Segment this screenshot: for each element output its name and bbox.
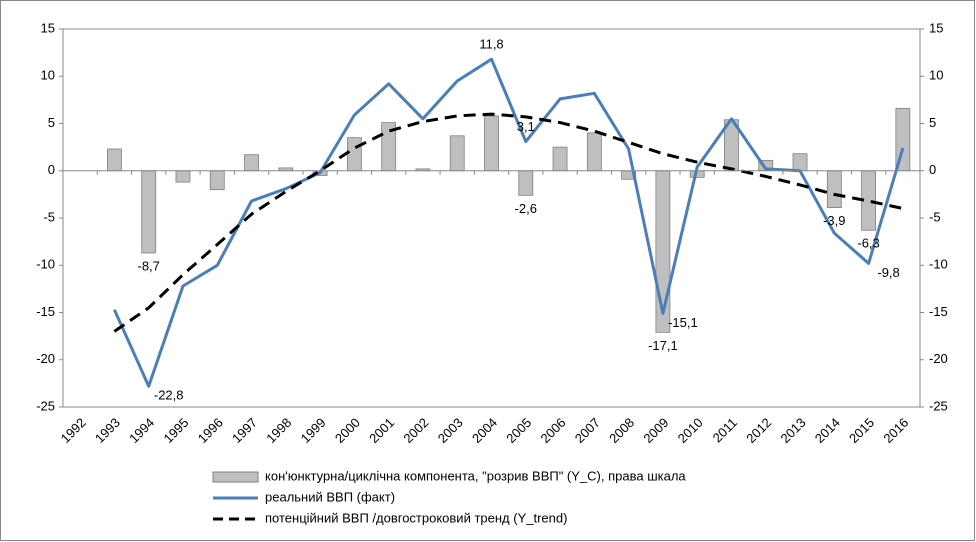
legend-label: реальний ВВП (факт): [265, 489, 395, 504]
y-tick-label: -5: [43, 209, 55, 224]
bar: [209, 170, 225, 191]
data-label: -9,8: [877, 265, 899, 280]
bar: [586, 132, 602, 172]
y-tick-label: 0: [48, 162, 55, 177]
line: [113, 57, 905, 388]
y2-tick-label: -25: [929, 398, 948, 413]
data-label: -22,8: [154, 388, 184, 403]
y2-tick-label: -20: [929, 351, 948, 366]
data-label: 3,1: [517, 119, 535, 134]
y-tick-label: -20: [36, 351, 55, 366]
y-tick-label: 15: [41, 20, 55, 35]
y-tick-label: 5: [48, 115, 55, 130]
data-label: -6,3: [857, 236, 879, 251]
bar: [552, 146, 568, 172]
data-label: -3,9: [823, 213, 845, 228]
legend-swatch: [212, 471, 259, 483]
data-label: -8,7: [137, 258, 159, 273]
bar: [518, 170, 534, 196]
y2-tick-label: 5: [929, 115, 936, 130]
y2-tick-label: -10: [929, 257, 948, 272]
y-tick-label: 10: [41, 68, 55, 83]
bar: [449, 135, 465, 172]
trend-line: [113, 112, 904, 333]
y2-tick-label: 15: [929, 20, 943, 35]
legend-label: кон'юнктурна/циклічна компонента, "розри…: [265, 468, 686, 483]
y2-tick-label: -5: [929, 209, 941, 224]
bar: [244, 154, 259, 172]
y2-tick-label: 10: [929, 68, 943, 83]
bar: [826, 170, 842, 209]
legend-label: потенційний ВВП /довгостроковий тренд (Y…: [265, 510, 567, 525]
bar: [792, 153, 808, 172]
data-label: 11,8: [479, 37, 503, 52]
y-tick-label: -10: [36, 257, 55, 272]
y2-tick-label: -15: [929, 304, 948, 319]
data-label: -15,1: [668, 315, 698, 330]
data-label: -2,6: [515, 201, 537, 216]
bar: [141, 170, 157, 254]
data-label: -17,1: [648, 338, 678, 353]
y-tick-label: -15: [36, 304, 55, 319]
y-tick-label: -25: [36, 398, 55, 413]
bar: [107, 148, 122, 172]
bar: [346, 137, 362, 172]
bar: [484, 115, 499, 172]
y2-tick-label: 0: [929, 162, 936, 177]
bar: [175, 170, 191, 183]
